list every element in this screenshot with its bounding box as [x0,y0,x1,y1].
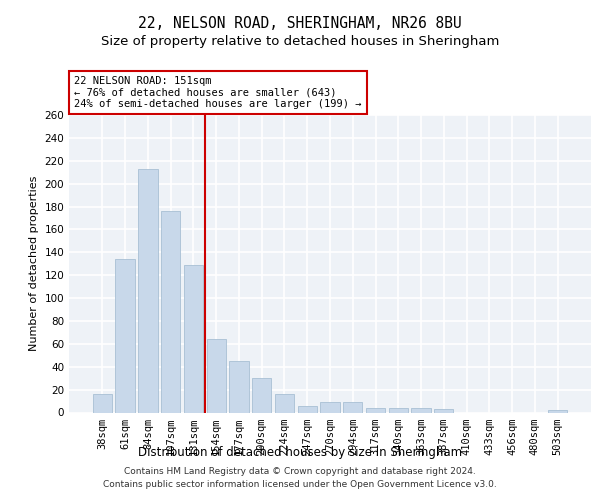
Bar [229,361,248,412]
Bar [434,409,454,412]
Bar [366,408,385,412]
Bar [389,408,408,412]
Bar [548,410,567,412]
Bar [412,408,431,412]
Bar [93,394,112,412]
Bar [320,402,340,412]
Bar [298,406,317,412]
Bar [115,259,135,412]
Bar [343,402,362,412]
Text: 22 NELSON ROAD: 151sqm
← 76% of detached houses are smaller (643)
24% of semi-de: 22 NELSON ROAD: 151sqm ← 76% of detached… [74,76,362,109]
Bar [275,394,294,412]
Text: Distribution of detached houses by size in Sheringham: Distribution of detached houses by size … [138,446,462,459]
Y-axis label: Number of detached properties: Number of detached properties [29,176,39,352]
Bar [206,340,226,412]
Text: Contains HM Land Registry data © Crown copyright and database right 2024.
Contai: Contains HM Land Registry data © Crown c… [103,468,497,489]
Text: 22, NELSON ROAD, SHERINGHAM, NR26 8BU: 22, NELSON ROAD, SHERINGHAM, NR26 8BU [138,16,462,32]
Text: Size of property relative to detached houses in Sheringham: Size of property relative to detached ho… [101,34,499,48]
Bar [138,169,158,412]
Bar [252,378,271,412]
Bar [161,211,181,412]
Bar [184,265,203,412]
